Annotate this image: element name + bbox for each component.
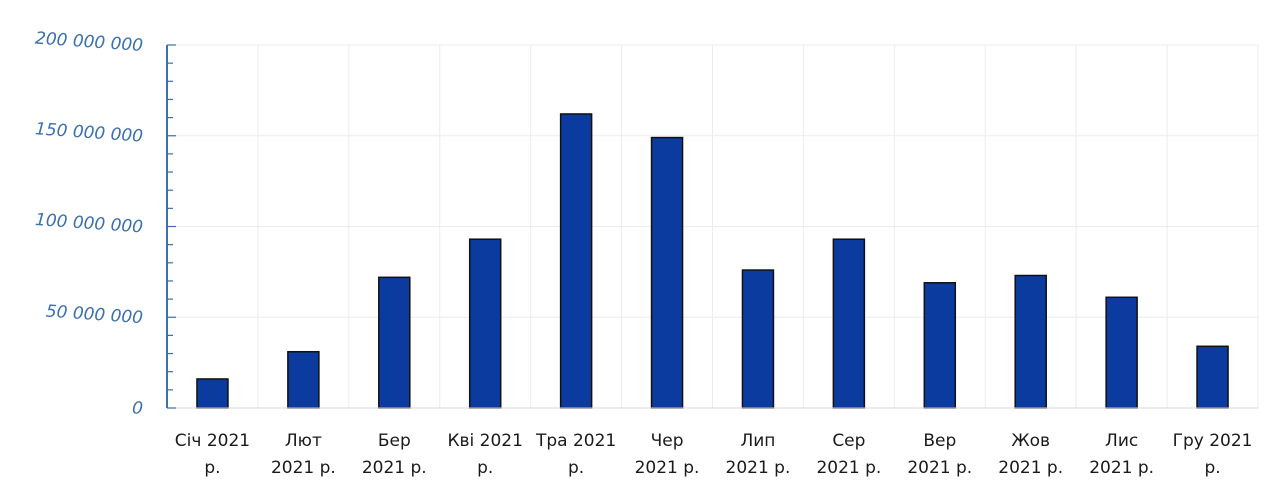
bar <box>1196 345 1229 409</box>
y-tick-label: 50 000 000 <box>45 301 144 328</box>
bar <box>196 378 229 409</box>
bars-layer <box>196 113 1229 409</box>
x-tick-labels: Січ 2021 р. Лют 2021 р. Бер 2021 р. Кві 2021 р.… <box>175 431 1253 478</box>
y-tick-labels: 0 50 000 000 100 000 000 150 000 000 200 000… <box>34 28 143 418</box>
x-tick-label: 2021 р. <box>998 458 1063 478</box>
x-tick-label: Січ 2021 <box>175 431 250 451</box>
x-tick-label: Лис <box>1105 431 1138 451</box>
bar <box>1105 296 1138 409</box>
bar <box>741 269 775 409</box>
x-tick-label: р. <box>477 458 493 478</box>
bar <box>378 276 411 409</box>
bar <box>559 113 593 409</box>
x-tick-label: Сер <box>832 431 865 451</box>
x-tick-label: р. <box>204 458 220 478</box>
x-tick-label: Вер <box>923 431 956 451</box>
x-tick-label: 2021 р. <box>362 458 427 478</box>
x-tick-label: р. <box>568 458 584 478</box>
bar <box>923 282 957 409</box>
y-tick-label: 200 000 000 <box>34 28 143 55</box>
x-tick-label: 2021 р. <box>816 458 881 478</box>
x-tick-label: 2021 р. <box>907 458 972 478</box>
x-tick-label: Тра 2021 <box>535 431 616 451</box>
bar <box>287 350 320 409</box>
bar <box>832 238 866 409</box>
bar <box>650 136 684 409</box>
x-tick-label: Лип <box>740 431 775 451</box>
x-tick-label: Лют <box>285 431 322 451</box>
x-tick-label: Кві 2021 <box>447 431 522 451</box>
x-tick-label: 2021 р. <box>726 458 791 478</box>
bar <box>468 238 502 409</box>
grid-layer <box>167 44 1259 409</box>
y-tick-label: 0 <box>131 398 143 419</box>
x-tick-label: р. <box>1204 458 1220 478</box>
x-tick-label: Бер <box>378 431 411 451</box>
x-tick-label: 2021 р. <box>635 458 700 478</box>
bar <box>1014 274 1047 409</box>
y-tick-label: 100 000 000 <box>34 210 143 237</box>
x-tick-label: Гру 2021 <box>1173 431 1253 451</box>
y-tick-label: 150 000 000 <box>34 119 143 146</box>
x-tick-label: Жов <box>1011 431 1050 451</box>
x-tick-label: Чер <box>651 431 684 451</box>
x-tick-label: 2021 р. <box>1089 458 1154 478</box>
x-tick-label: 2021 р. <box>271 458 336 478</box>
y-axis <box>166 44 1258 409</box>
